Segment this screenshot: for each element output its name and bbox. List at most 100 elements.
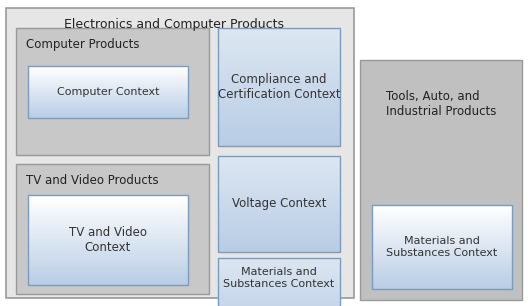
Bar [28,195,188,197]
Bar [372,244,512,246]
Bar [218,156,340,158]
Bar [28,82,188,83]
Bar [372,275,512,277]
Bar [218,71,340,74]
Bar [372,207,512,208]
Bar [218,85,340,88]
Bar [372,254,512,256]
Bar [218,172,340,174]
Bar [218,167,340,169]
Bar [28,89,188,91]
Bar [218,228,340,230]
Bar [28,72,188,73]
Bar [218,101,340,103]
Bar [28,85,188,86]
Bar [28,76,188,78]
Bar [372,232,512,233]
Text: Electronics and Computer Products: Electronics and Computer Products [64,18,284,31]
Bar [28,115,188,117]
Bar [218,263,340,265]
Bar [372,251,512,253]
Bar [28,102,188,103]
Bar [28,215,188,217]
Bar [218,269,340,271]
Bar [218,211,340,212]
Bar [218,158,340,160]
Bar [218,73,340,76]
Bar [372,261,512,263]
Bar [28,104,188,106]
Bar [372,259,512,262]
Bar [218,107,340,109]
Bar [372,208,512,210]
Bar [372,276,512,278]
Bar [28,106,188,107]
Bar [28,279,188,281]
Bar [218,209,340,211]
Bar [218,223,340,225]
Bar [28,238,188,241]
Bar [28,78,188,80]
Bar [218,231,340,233]
Bar [372,243,512,245]
Bar [28,76,188,77]
Bar [28,244,188,247]
Bar [218,204,340,206]
Bar [372,236,512,238]
Bar [218,215,340,217]
Bar [372,225,512,226]
Bar [218,283,340,285]
Bar [372,240,512,242]
Bar [28,91,188,92]
Bar [218,75,340,78]
Bar [218,241,340,243]
Bar [372,205,512,207]
Bar [218,99,340,101]
Bar [28,74,188,75]
Bar [218,287,340,289]
Bar [372,269,512,271]
Bar [372,268,512,270]
Bar [28,222,188,224]
Bar [218,190,340,192]
Bar [28,66,188,118]
Bar [28,253,188,256]
Bar [218,132,340,135]
Bar [28,84,188,86]
Bar [218,62,340,64]
Bar [372,237,512,239]
Bar [28,88,188,89]
Bar [218,301,340,303]
Text: Tools, Auto, and
Industrial Products: Tools, Auto, and Industrial Products [386,90,496,118]
Bar [218,52,340,54]
Bar [28,223,188,226]
Bar [372,281,512,282]
Bar [372,286,512,288]
Bar [218,281,340,282]
Bar [218,234,340,237]
Bar [28,271,188,274]
Bar [28,103,188,104]
Bar [28,281,188,282]
Bar [218,134,340,137]
Bar [372,205,512,289]
Bar [218,40,340,42]
Bar [218,32,340,34]
Bar [218,193,340,195]
Bar [218,266,340,268]
Bar [218,302,340,304]
Bar [218,293,340,294]
Bar [218,183,340,185]
Bar [28,221,188,222]
Bar [218,273,340,274]
Bar [218,220,340,222]
Bar [28,114,188,115]
Bar [372,258,512,260]
Bar [218,170,340,173]
Bar [218,291,340,293]
Bar [372,288,512,289]
Bar [218,44,340,46]
Bar [28,105,188,106]
Bar [218,279,340,281]
Bar [218,258,340,260]
